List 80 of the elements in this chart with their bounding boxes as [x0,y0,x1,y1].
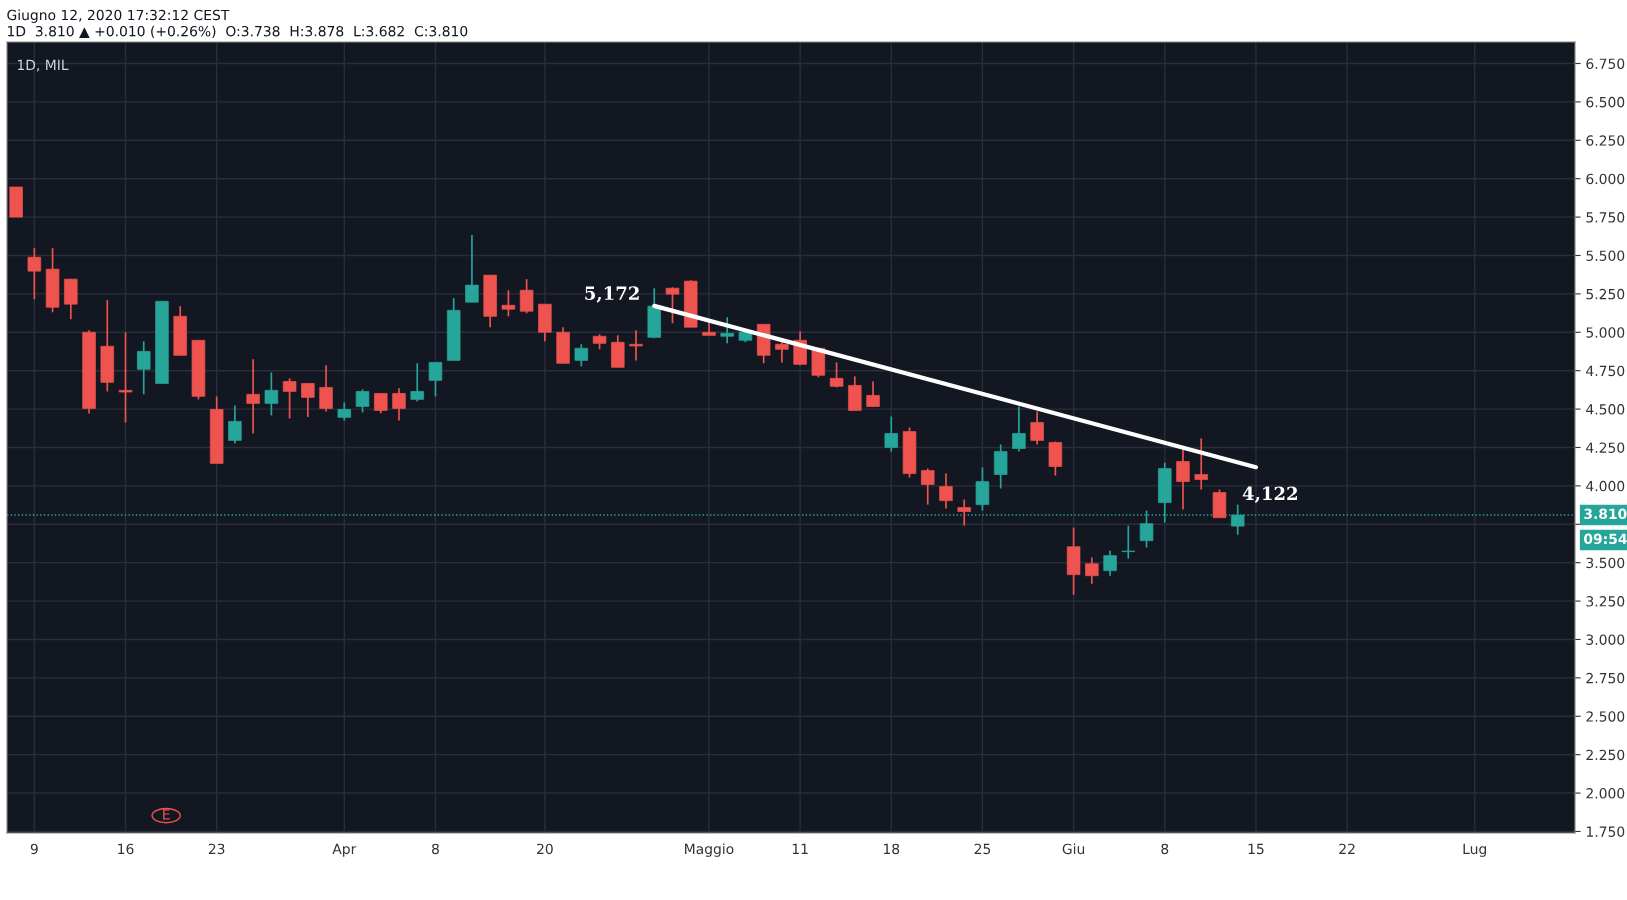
y-tick-label: 6.250 [1586,135,1625,146]
y-tick-label: 4.750 [1586,365,1625,377]
x-tick-label: Lug [1463,843,1487,857]
x-tick-label: 25 [974,843,991,855]
chart-subtitle: 1D 3.810 ▲ +0.010 (+0.26%) O:3.738 H:3.878 L:3.682 C:3.810 [8,25,468,39]
candlestick [975,466,990,512]
x-tick-label: 15 [1248,843,1264,855]
candlestick [665,286,680,325]
x-tick-label: 20 [537,843,553,855]
candlestick [1103,549,1117,577]
annotation: 5,172 [585,286,639,303]
candlestick [1194,437,1208,491]
candlestick [519,278,534,315]
candlestick [720,316,734,345]
y-tick-label: 6.000 [1586,173,1625,185]
x-tick-label: 16 [118,843,134,855]
y-tick-label: 4.250 [1586,442,1625,453]
candlestick [1085,556,1099,585]
candlestick [355,388,370,414]
x-tick-label: 22 [1339,843,1355,854]
candlestick [264,371,279,417]
candlestick [392,387,406,422]
candlestick [27,247,42,301]
x-tick-label: Giu [1062,843,1085,855]
candlestick [1030,410,1044,446]
candlestick [1176,448,1190,511]
x-tick-label: Maggio [685,843,734,857]
annotation: E [163,809,170,820]
y-tick-label: 2.250 [1586,749,1625,761]
chart-title: Giugno 12, 2020 17:32:12 CEST [7,9,230,23]
y-tick-label: 5.500 [1586,250,1625,261]
candlestick [501,289,516,318]
annotation: 1D, MIL [17,59,69,72]
candlestick [993,443,1008,490]
candlestick [1012,405,1026,453]
candlestick [574,343,589,368]
candlestick [319,364,333,413]
candlestick [374,392,388,415]
annotation: 4,122 [1242,486,1297,503]
y-tick-label: 3.000 [1586,634,1625,645]
y-tick-label: 3.250 [1586,596,1625,607]
x-tick-label: 23 [208,843,225,855]
candlestick [428,361,443,398]
candlestick [921,467,935,506]
candlestick [957,498,971,527]
y-tick-label: 2.500 [1586,711,1625,722]
y-tick-label: 4.500 [1586,404,1625,415]
y-tick-label: 2.000 [1586,788,1625,799]
y-tick-label: 5.000 [1586,327,1625,338]
candlestick [884,415,899,453]
candlestick [301,382,315,418]
candlestick [137,340,151,396]
text: 09:54 [1584,533,1627,545]
x-tick-label: 8 [1161,843,1169,855]
y-tick-label: 6.500 [1586,96,1625,108]
x-tick-label: 8 [431,843,439,855]
y-tick-label: 5.750 [1586,212,1625,223]
candlestick [629,329,643,362]
y-tick-label: 2.750 [1586,672,1625,684]
candlestick [866,380,880,408]
y-tick-label: 5.250 [1586,288,1625,300]
y-tick-label: 1.750 [1586,826,1625,837]
candlestick [465,234,479,304]
candlestick [228,404,242,445]
candlestick [939,472,953,510]
y-tick-label: 3.500 [1586,557,1625,569]
candlestick [246,358,260,435]
x-tick-label: 11 [792,843,808,854]
candlestick [829,361,844,389]
candlestick [410,362,424,403]
ref-line-label: 3.810 [1584,508,1627,520]
candlestick [282,377,297,420]
x-tick-label: 18 [883,843,900,855]
x-tick-label: Apr [332,843,357,857]
candlestick [118,331,133,424]
y-tick-label: 6.750 [1586,58,1625,69]
y-tick-label: 4.000 [1586,480,1625,492]
candlestick [1121,524,1136,560]
x-tick-label: 9 [30,843,38,855]
candlestick [775,339,789,364]
